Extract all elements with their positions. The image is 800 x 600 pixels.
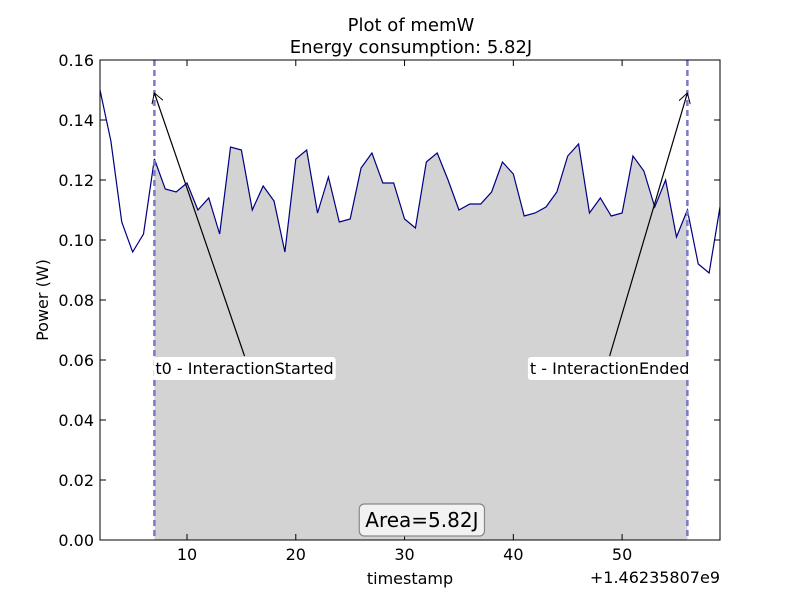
y-tick-label: 0.14 — [58, 111, 94, 130]
y-axis-label: Power (W) — [33, 259, 52, 341]
x-offset-label: +1.46235807e9 — [590, 568, 720, 587]
x-tick-label: 20 — [286, 545, 306, 564]
x-tick-label: 40 — [503, 545, 523, 564]
chart-title: Plot of memW — [348, 15, 475, 36]
y-tick-label: 0.12 — [58, 171, 94, 190]
y-tick-label: 0.06 — [58, 351, 94, 370]
annotation-end-arrow — [609, 93, 688, 357]
annotation-start-arrow — [154, 93, 246, 357]
annotation-start-label: t0 - InteractionStarted — [155, 359, 333, 378]
x-axis-label: timestamp — [367, 569, 453, 588]
x-tick-label: 30 — [394, 545, 414, 564]
annotation-end-label: t - InteractionEnded — [530, 359, 689, 378]
x-tick-label: 50 — [612, 545, 632, 564]
annotation-end-label-box — [527, 357, 692, 380]
area-label-box — [358, 503, 486, 537]
y-tick-label: 0.04 — [58, 411, 94, 430]
y-tick-label: 0.10 — [58, 231, 94, 250]
y-tick-label: 0.16 — [58, 51, 94, 70]
area-label: Area=5.82J — [365, 508, 478, 532]
power-line — [100, 89, 720, 275]
chart-subtitle: Energy consumption: 5.82J — [290, 37, 532, 58]
titles: Plot of memW Energy consumption: 5.82J — [290, 15, 532, 58]
y-tick-label: 0.02 — [58, 471, 94, 490]
annotation-start-label-box — [153, 357, 336, 380]
energy-area-fill — [154, 144, 688, 540]
x-tick-label: 10 — [177, 545, 197, 564]
y-tick-label: 0.00 — [58, 531, 94, 550]
plot-area: 10 20 30 40 50 0.00 0.02 0.04 0.06 0.08 0.10 0.12 0.… — [58, 51, 721, 564]
y-tick-label: 0.08 — [58, 291, 94, 310]
